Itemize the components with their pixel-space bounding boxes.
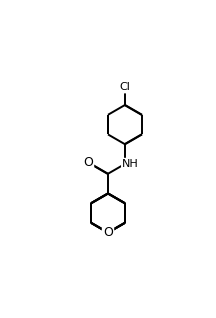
- Text: NH: NH: [122, 159, 139, 169]
- Text: Cl: Cl: [120, 82, 130, 92]
- Text: O: O: [83, 156, 93, 169]
- Text: O: O: [103, 226, 113, 239]
